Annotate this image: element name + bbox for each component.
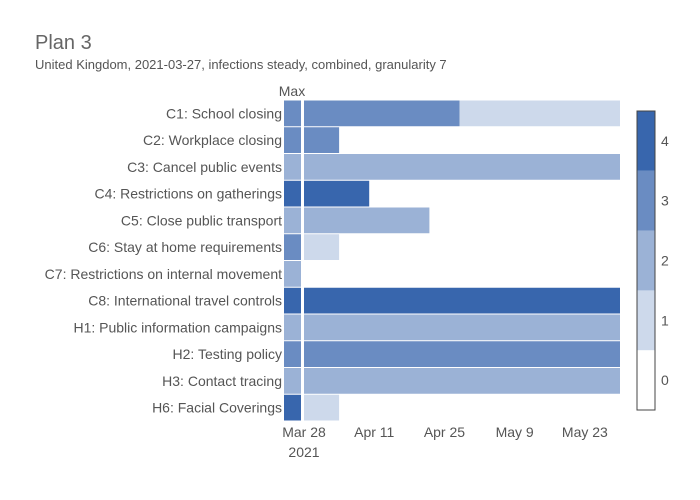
colorbar-tick-label: 2 (661, 253, 669, 269)
colorbar-tick-label: 3 (661, 193, 669, 209)
row-label: C3: Cancel public events (127, 159, 282, 175)
heatmap-row: H3: Contact tracing (162, 368, 620, 394)
max-cell (284, 261, 301, 287)
max-cell (284, 395, 301, 421)
colorbar-band (637, 350, 655, 410)
row-label: H6: Facial Coverings (152, 400, 282, 416)
colorbar: 0 1 2 3 4 (637, 111, 669, 410)
heatmap-row: C6: Stay at home requirements (88, 234, 339, 260)
heatmap-row: H1: Public information campaigns (73, 315, 620, 341)
row-label: C7: Restrictions on internal movement (45, 266, 282, 282)
max-cell (284, 288, 301, 314)
heatmap-cell (459, 101, 620, 127)
heatmap-cell (304, 101, 459, 127)
heatmap-row: C2: Workplace closing (143, 127, 339, 153)
heatmap-cell (304, 315, 620, 341)
heatmap-row: C7: Restrictions on internal movement (45, 261, 301, 287)
row-label: C2: Workplace closing (143, 132, 282, 148)
heatmap-row: C3: Cancel public events (127, 154, 620, 180)
heatmap-row: H6: Facial Coverings (152, 395, 339, 421)
row-label: H3: Contact tracing (162, 373, 282, 389)
row-label: C5: Close public transport (121, 212, 282, 228)
colorbar-band (637, 231, 655, 291)
heatmap-row: C5: Close public transport (121, 208, 429, 234)
max-cell (284, 181, 301, 207)
heatmap-row: H2: Testing policy (173, 341, 620, 367)
x-tick-label: Apr 25 (424, 424, 465, 440)
max-cell (284, 208, 301, 234)
colorbar-tick-label: 4 (661, 133, 669, 149)
x-tick-sublabel: 2021 (288, 444, 319, 460)
heatmap-row: C1: School closing (166, 101, 620, 127)
heatmap-cell (304, 208, 429, 234)
colorbar-band (637, 171, 655, 231)
max-cell (284, 341, 301, 367)
x-axis: Mar 28 2021 Apr 11 Apr 25 May 9 May 23 (282, 424, 608, 460)
heatmap-rows: C1: School closing C2: Workplace closing C… (45, 101, 620, 421)
heatmap-cell (304, 341, 620, 367)
heatmap-cell (304, 395, 339, 421)
colorbar-tick-label: 0 (661, 372, 669, 388)
max-cell (284, 315, 301, 341)
row-label: C1: School closing (166, 105, 282, 121)
heatmap-cell (304, 234, 339, 260)
x-tick-label: May 9 (496, 424, 534, 440)
colorbar-band (637, 111, 655, 171)
heatmap-cell (304, 288, 620, 314)
heatmap-cell (304, 181, 369, 207)
colorbar-tick-label: 1 (661, 312, 669, 328)
heatmap-row: C8: International travel controls (88, 288, 620, 314)
row-label: C4: Restrictions on gatherings (94, 186, 282, 202)
row-label: H2: Testing policy (173, 346, 282, 362)
row-label: C6: Stay at home requirements (88, 239, 282, 255)
colorbar-band (637, 290, 655, 350)
max-cell (284, 127, 301, 153)
chart-title: Plan 3 (35, 32, 92, 54)
x-tick-label: Apr 11 (354, 424, 394, 440)
x-tick-label: Mar 28 (282, 424, 326, 440)
max-column-label: Max (279, 83, 305, 99)
heatmap-row: C4: Restrictions on gatherings (94, 181, 369, 207)
heatmap-cell (304, 368, 620, 394)
row-label: C8: International travel controls (88, 293, 282, 309)
chart-subtitle: United Kingdom, 2021-03-27, infections s… (35, 57, 447, 72)
max-cell (284, 234, 301, 260)
max-cell (284, 101, 301, 127)
max-cell (284, 368, 301, 394)
heatmap-cell (304, 154, 620, 180)
heatmap-cell (304, 127, 339, 153)
row-label: H1: Public information campaigns (73, 319, 282, 335)
x-tick-label: May 23 (562, 424, 608, 440)
max-cell (284, 154, 301, 180)
